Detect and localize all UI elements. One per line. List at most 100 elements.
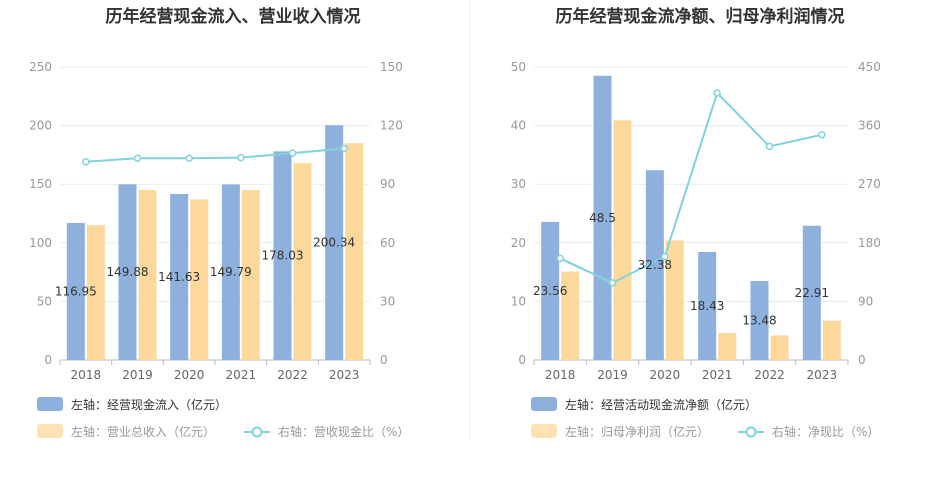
bar-series-1 [645, 170, 664, 360]
legend-swatch-bar-1 [37, 397, 63, 411]
bar-series-1 [273, 151, 292, 360]
legend-label: 左轴：经营活动现金流净额（亿元） [565, 397, 757, 412]
x-tick-label: 2021 [702, 368, 733, 382]
right-axis-tick: 120 [380, 119, 403, 133]
bar-series-1 [325, 125, 344, 360]
x-tick-label: 2023 [329, 368, 360, 382]
data-label: 18.43 [690, 299, 724, 313]
data-label: 200.34 [313, 236, 355, 250]
chart-title: 历年经营现金流入、营业收入情况 [106, 6, 361, 27]
data-label: 32.38 [638, 258, 672, 272]
line-point [133, 154, 142, 162]
left-axis-tick: 20 [511, 236, 526, 250]
left-axis-tick: 150 [29, 177, 52, 191]
right-axis-tick: 90 [858, 294, 873, 308]
right-axis-tick: 0 [858, 353, 866, 367]
bar-series-2 [665, 240, 684, 360]
x-tick-label: 2021 [226, 368, 257, 382]
right-axis-tick: 360 [858, 119, 881, 133]
legend-label: 右轴：营收现金比（%） [278, 424, 409, 439]
legend-swatch-bar-2 [37, 424, 63, 438]
line-point [818, 130, 826, 139]
bar-series-1 [750, 281, 769, 360]
bar-series-1 [593, 75, 612, 360]
legend-swatch-bar-2 [531, 424, 557, 438]
left-axis-tick: 0 [518, 353, 526, 367]
x-tick-label: 2018 [545, 368, 576, 382]
data-label: 13.48 [742, 314, 776, 328]
legend-swatch-line-marker [251, 426, 263, 438]
data-label: 48.5 [589, 211, 616, 225]
line-point [185, 154, 193, 162]
data-label: 178.03 [262, 249, 304, 263]
left-axis-tick: 30 [511, 177, 526, 191]
line-series [559, 91, 823, 284]
line-point [765, 142, 774, 151]
bar-series-2 [718, 333, 737, 360]
bar-series-2 [138, 190, 157, 360]
data-label: 22.91 [795, 286, 829, 300]
legend-swatch-line-marker [745, 426, 757, 438]
legend-label: 右轴：净现比（%） [772, 424, 879, 439]
x-tick-label: 2019 [122, 368, 153, 382]
left-axis-tick: 100 [29, 236, 52, 250]
data-label: 141.63 [158, 270, 200, 284]
line-point [340, 144, 348, 153]
right-axis-tick: 90 [380, 177, 395, 191]
line-point [661, 252, 669, 261]
left-axis-tick: 200 [29, 119, 52, 133]
left-axis-tick: 50 [37, 294, 52, 308]
line-point [237, 153, 245, 162]
data-label: 149.79 [210, 265, 252, 279]
bar-series-1 [698, 252, 717, 360]
right-axis-tick: 450 [858, 60, 881, 74]
x-tick-label: 2022 [754, 368, 785, 382]
x-tick-label: 2018 [71, 368, 102, 382]
data-label: 23.56 [533, 284, 567, 298]
left-axis-tick: 10 [511, 294, 526, 308]
x-tick-label: 2023 [807, 368, 838, 382]
bar-series-1 [66, 222, 85, 360]
bar-series-2 [241, 190, 260, 360]
line-point [608, 279, 617, 287]
line-point [288, 149, 297, 157]
right-axis-tick: 180 [858, 236, 881, 250]
left-axis-tick: 50 [511, 60, 526, 74]
bar-series-2 [293, 163, 312, 360]
line-point [82, 157, 90, 166]
bar-series-2 [345, 143, 364, 360]
right-axis-tick: 0 [380, 353, 388, 367]
right-axis-tick: 150 [380, 60, 403, 74]
data-label: 116.95 [55, 284, 97, 298]
data-label: 149.88 [107, 265, 149, 279]
line-point [713, 89, 721, 97]
bar-series-1 [802, 225, 821, 360]
bar-series-1 [541, 221, 560, 360]
bar-series-1 [118, 184, 137, 360]
right-axis-tick: 30 [380, 294, 395, 308]
legend-label: 左轴：营业总收入（亿元） [71, 424, 215, 439]
x-tick-label: 2020 [174, 368, 205, 382]
bar-series-2 [561, 271, 580, 360]
bar-series-2 [822, 320, 841, 360]
left-axis-tick: 250 [29, 60, 52, 74]
left-axis-tick: 0 [44, 353, 52, 367]
left-axis-tick: 40 [511, 119, 526, 133]
legend-label: 左轴：归母净利润（亿元） [565, 424, 709, 439]
chart-title: 历年经营现金流净额、归母净利润情况 [556, 6, 845, 27]
right-axis-tick: 270 [858, 177, 881, 191]
x-tick-label: 2020 [650, 368, 681, 382]
bar-series-2 [770, 335, 789, 360]
x-tick-label: 2022 [277, 368, 308, 382]
legend-label: 左轴：经营现金流入（亿元） [71, 397, 227, 412]
line-series [85, 147, 345, 163]
legend-swatch-bar-1 [531, 397, 557, 411]
x-tick-label: 2019 [597, 368, 628, 382]
bar-series-2 [613, 120, 632, 361]
bar-series-1 [170, 194, 189, 360]
right-axis-tick: 60 [380, 236, 395, 250]
bar-series-2 [190, 199, 209, 360]
bar-series-1 [221, 184, 240, 360]
bar-series-2 [86, 225, 105, 360]
